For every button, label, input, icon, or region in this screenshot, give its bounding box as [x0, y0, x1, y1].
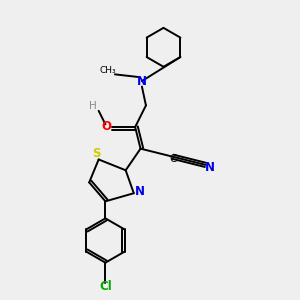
Text: H: H — [89, 101, 97, 111]
Text: N: N — [135, 185, 145, 198]
Text: N: N — [137, 75, 147, 88]
Text: O: O — [102, 120, 112, 133]
Text: CH₃: CH₃ — [100, 66, 116, 75]
Text: C: C — [170, 154, 177, 164]
Text: Cl: Cl — [99, 280, 112, 293]
Text: N: N — [205, 160, 215, 173]
Text: S: S — [92, 147, 101, 160]
